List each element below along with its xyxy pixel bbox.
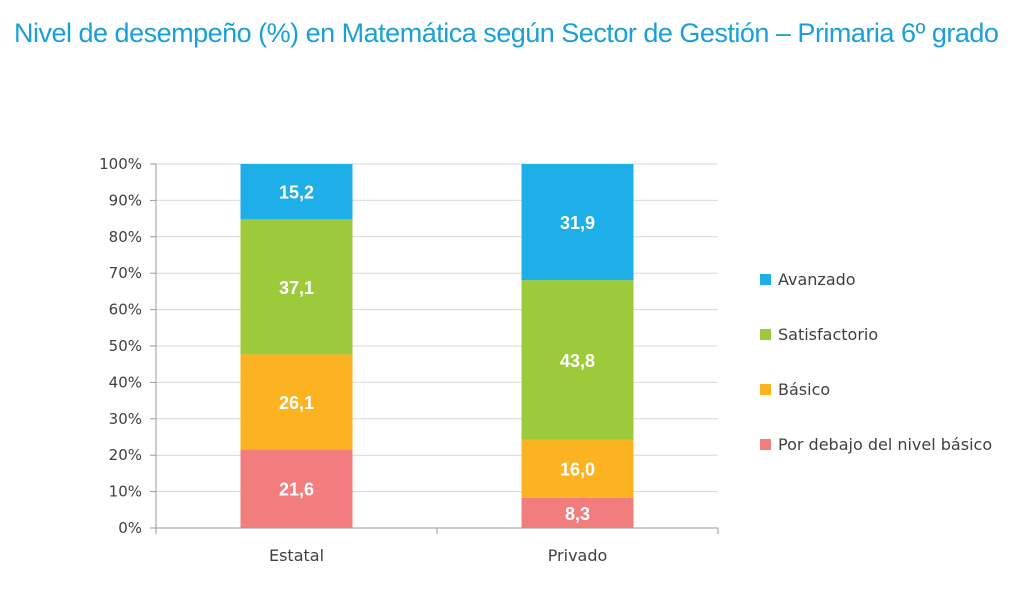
data-label: 26,1	[279, 393, 314, 413]
x-axis: Estatal Privado	[155, 527, 719, 565]
y-tick-label: 70%	[109, 264, 142, 282]
x-category-label: Estatal	[269, 546, 324, 565]
bar-segment	[240, 354, 353, 450]
y-tick-label: 10%	[109, 483, 142, 501]
gridlines	[156, 163, 718, 529]
legend-swatch	[760, 384, 771, 395]
data-label: 8,3	[565, 504, 590, 524]
legend-label: Satisfactorio	[778, 325, 878, 344]
data-label: 15,2	[279, 183, 314, 203]
bar-segment	[240, 449, 353, 528]
y-tick-label: 90%	[109, 191, 142, 209]
bar-segment	[521, 439, 634, 498]
y-tick-label: 100%	[99, 155, 142, 173]
y-tick-label: 80%	[109, 228, 142, 246]
y-tick-label: 0%	[118, 519, 142, 537]
y-tick-label: 40%	[109, 373, 142, 391]
y-axis: 0% 10% 20% 30% 40% 50% 60% 70% 80% 90% 100%	[99, 155, 157, 537]
legend-swatch	[760, 439, 771, 450]
y-tick-label: 20%	[109, 446, 142, 464]
legend-swatch	[760, 329, 771, 340]
data-label: 16,0	[560, 460, 595, 480]
chart-title: Nivel de desempeño (%) en Matemática seg…	[14, 18, 999, 48]
legend-swatch	[760, 274, 771, 285]
y-tick-label: 50%	[109, 337, 142, 355]
data-label: 31,9	[560, 213, 595, 233]
bar-segment	[521, 497, 634, 528]
data-label: 21,6	[279, 480, 314, 500]
data-label: 37,1	[279, 278, 314, 298]
legend-label: Por debajo del nivel básico	[778, 435, 992, 454]
data-label: 43,8	[560, 351, 595, 371]
bar-segment	[240, 219, 353, 355]
y-tick-label: 30%	[109, 410, 142, 428]
y-tick-label: 60%	[109, 301, 142, 319]
legend-label: Básico	[778, 380, 830, 399]
x-category-label: Privado	[548, 546, 608, 565]
bar-segment	[521, 280, 634, 440]
legend-label: Avanzado	[778, 270, 856, 289]
bar-segment	[240, 164, 353, 220]
bar-segment	[521, 164, 634, 281]
bars: 21,6 26,1 37,1 15,2 8,3 16,0 43,8 31,9	[240, 164, 634, 528]
legend: Avanzado Satisfactorio Básico Por debajo de…	[760, 270, 992, 454]
